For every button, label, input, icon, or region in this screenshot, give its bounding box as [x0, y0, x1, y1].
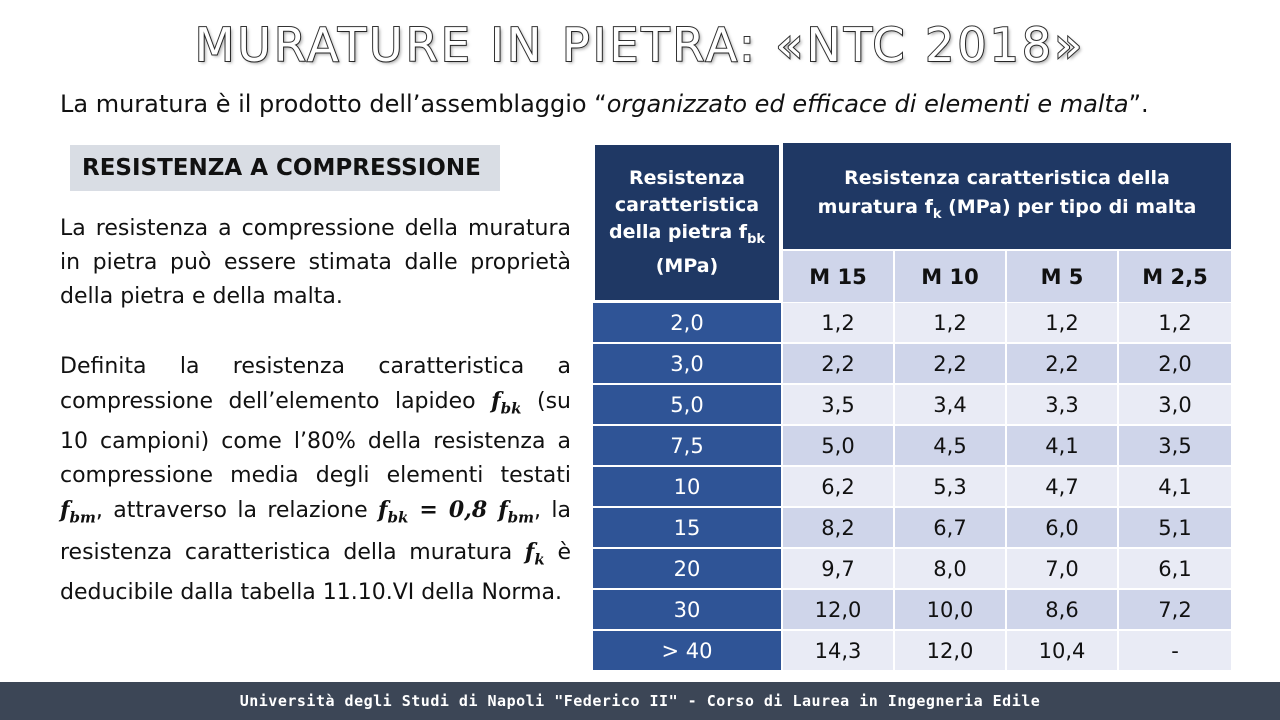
table-cell: 4,1 [1007, 426, 1117, 465]
table-cell: 2,2 [1007, 344, 1117, 383]
table-cell: 5,3 [895, 467, 1005, 506]
table-cell: 1,2 [1119, 303, 1231, 342]
symbol-fbm: fbm [60, 497, 96, 526]
header-left-line-1: Resistenza [628, 167, 746, 190]
table-cell: 7,2 [1119, 590, 1231, 629]
table-cell: 8,2 [783, 508, 893, 547]
section-heading: RESISTENZA A COMPRESSIONE [70, 145, 500, 191]
table-row: 20 9,7 8,0 7,0 6,1 [593, 549, 1231, 589]
table-cell: 3,5 [1119, 426, 1231, 465]
table-cell: 12,0 [895, 631, 1005, 670]
table-cell: 3,0 [1119, 385, 1231, 424]
header-top-line-2a: muratura f [817, 195, 933, 218]
table-cell: 1,2 [783, 303, 893, 342]
table-cell: 10,0 [895, 590, 1005, 629]
symbol-fbk-sub: bk [500, 399, 522, 418]
symbol-fbm-sub: bm [69, 508, 96, 527]
header-left-line-3: della pietra f [608, 221, 748, 244]
row-stone-strength: 15 [593, 508, 781, 547]
equation: fbk = 0,8 fbm [378, 497, 534, 526]
table-cell: 6,2 [783, 467, 893, 506]
table-header-stone-strength: Resistenza caratteristica della pietra f… [593, 143, 781, 302]
row-stone-strength: 5,0 [593, 385, 781, 424]
table-cell: 6,7 [895, 508, 1005, 547]
row-stone-strength: 3,0 [593, 344, 781, 383]
para2-text-2: (su 10 campioni) come l’80% della resist… [60, 389, 571, 489]
table-cell: 5,0 [783, 426, 893, 465]
paragraph-definition: Definita la resistenza caratteristica a … [60, 350, 571, 610]
row-stone-strength: 7,5 [593, 426, 781, 465]
table-cell: 3,4 [895, 385, 1005, 424]
equation-f1: f [378, 497, 388, 524]
table-row: 10 6,2 5,3 4,7 4,1 [593, 467, 1231, 507]
table-cell: 4,1 [1119, 467, 1231, 506]
table-cell: 4,5 [895, 426, 1005, 465]
table-cell: 2,2 [895, 344, 1005, 383]
row-stone-strength: 10 [593, 467, 781, 506]
subtitle-emphasis: organizzato ed efficace di elementi e ma… [606, 90, 1129, 118]
para2-text-1: Definita la resistenza caratteristica a … [60, 354, 571, 414]
table-cell: 9,7 [783, 549, 893, 588]
subtitle-prefix: La muratura è il prodotto dell’assemblag… [60, 90, 607, 118]
symbol-fbk-f: f [491, 388, 501, 414]
table-row: 30 12,0 10,0 8,6 7,2 [593, 590, 1231, 630]
mortar-header-m10: M 10 [895, 251, 1005, 302]
row-stone-strength: > 40 [593, 631, 781, 670]
table-cell: 14,3 [783, 631, 893, 670]
header-top-line-1: Resistenza caratteristica della [844, 166, 1170, 189]
equation-mid: = 0,8 [408, 497, 499, 524]
paragraph-intro: La resistenza a compressione della murat… [60, 216, 571, 309]
table-cell: 4,7 [1007, 467, 1117, 506]
table-cell: 5,1 [1119, 508, 1231, 547]
header-left-sub: bk [747, 231, 766, 247]
symbol-fk: fk [524, 538, 545, 569]
table-cell: 2,2 [783, 344, 893, 383]
symbol-fk-f: f [524, 538, 535, 565]
slide-subtitle: La muratura è il prodotto dell’assemblag… [60, 90, 1240, 118]
table-cell: 1,2 [895, 303, 1005, 342]
table-row: 3,0 2,2 2,2 2,2 2,0 [593, 344, 1231, 384]
table-row: > 40 14,3 12,0 10,4- [593, 631, 1231, 671]
table-cell: 7,0 [1007, 549, 1117, 588]
symbol-fbm-f: f [60, 497, 70, 524]
mortar-header-m2-5: M 2,5 [1119, 251, 1231, 302]
table-cell: 10,4 [1007, 631, 1117, 670]
table-cell: 8,6 [1007, 590, 1117, 629]
para2-text-5: è deducibile dalla tabella 11.10.VI dell… [60, 539, 571, 606]
table-cell: 12,0 [783, 590, 893, 629]
row-stone-strength: 2,0 [593, 303, 781, 342]
table-row: 2,0 1,2 1,2 1,2 1,2 [593, 303, 1231, 343]
table-cell: - [1119, 631, 1231, 670]
table-cell: 8,0 [895, 549, 1005, 588]
symbol-fk-sub: k [534, 550, 545, 569]
table-header-masonry-strength: Resistenza caratteristica della muratura… [783, 143, 1231, 249]
table-cell: 2,0 [1119, 344, 1231, 383]
table-cell: 6,0 [1007, 508, 1117, 547]
table-row: 7,5 5,0 4,5 4,1 3,5 [593, 426, 1231, 466]
header-left-line-2: caratteristica [614, 194, 760, 217]
table-cell: 1,2 [1007, 303, 1117, 342]
slide-title: MURATURE IN PIETRA: «NTC 2018» [194, 17, 1086, 73]
symbol-fbk: fbk [491, 388, 522, 418]
para2-text-3: , attraverso la relazione [95, 498, 378, 524]
mortar-header-m5: M 5 [1007, 251, 1117, 302]
table-cell: 6,1 [1119, 549, 1231, 588]
resistance-table: Resistenza caratteristica della pietra f… [593, 143, 1231, 675]
equation-f2: f [498, 497, 508, 524]
equation-sub2: bm [507, 508, 535, 527]
mortar-header-m15: M 15 [783, 251, 893, 302]
header-top-sub: k [932, 206, 942, 222]
table-row: 15 8,2 6,7 6,0 5,1 [593, 508, 1231, 548]
row-stone-strength: 30 [593, 590, 781, 629]
subtitle-suffix: ”. [1128, 90, 1149, 118]
header-top-line-2b: (MPa) per tipo di malta [941, 195, 1197, 218]
table-cell: 3,5 [783, 385, 893, 424]
equation-sub1: bk [387, 508, 409, 527]
row-stone-strength: 20 [593, 549, 781, 588]
footer-bar: Università degli Studi di Napoli "Federi… [0, 682, 1280, 720]
table-cell: 3,3 [1007, 385, 1117, 424]
para2-text-4: , la resistenza caratteristica della mur… [60, 498, 571, 565]
header-left-line-4: (MPa) [655, 254, 719, 277]
table-row: 5,0 3,5 3,4 3,3 3,0 [593, 385, 1231, 425]
